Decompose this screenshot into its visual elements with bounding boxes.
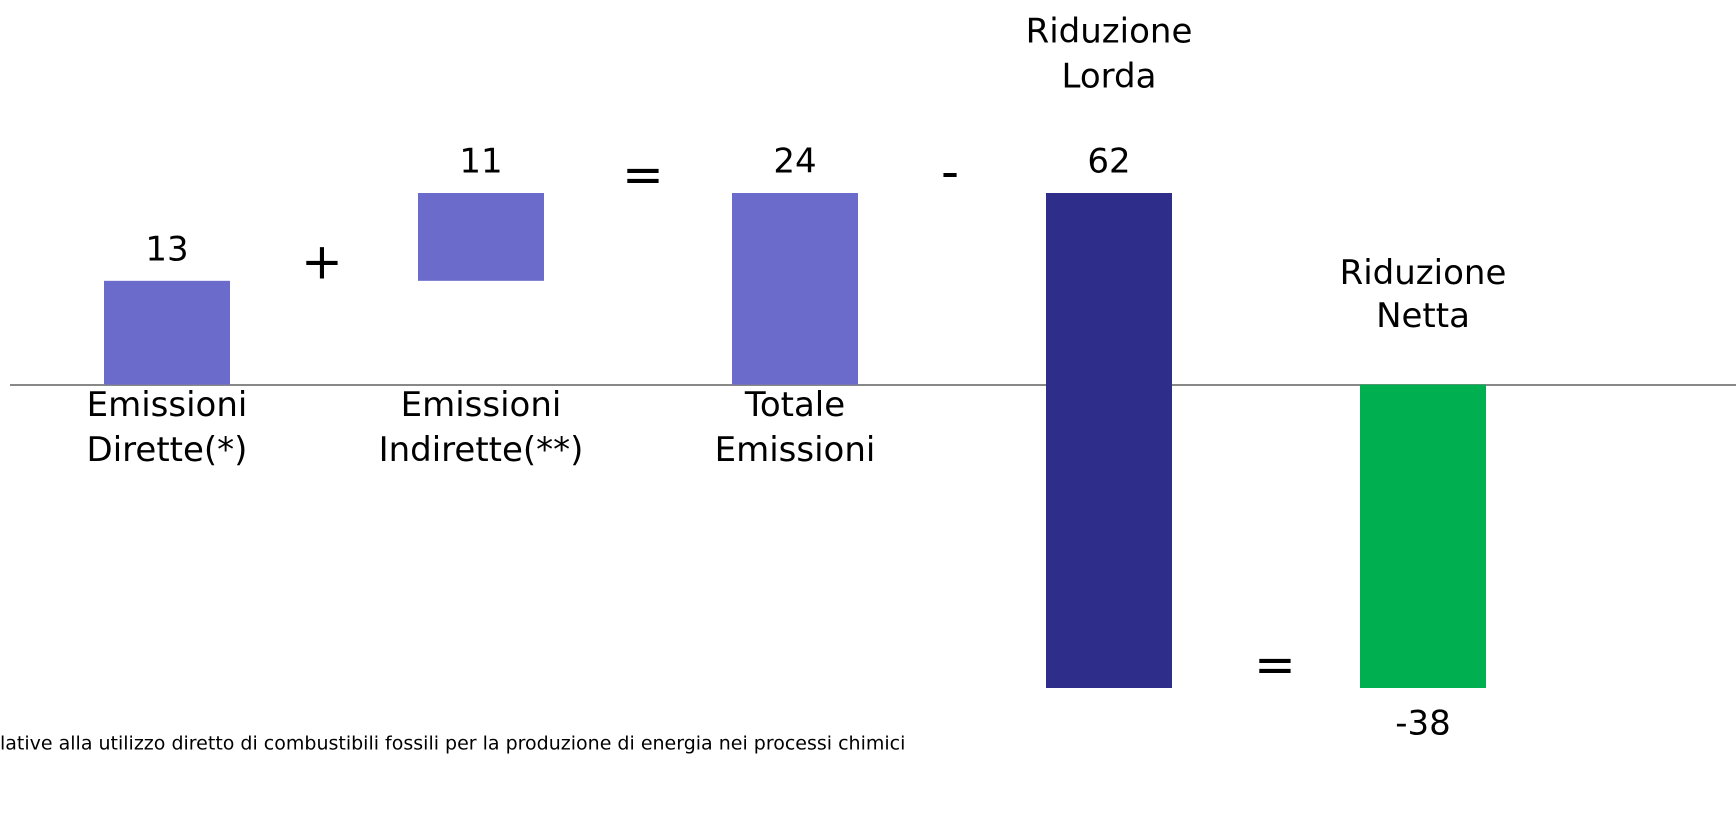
- category-label: Riduzione: [1026, 12, 1193, 52]
- bar: [418, 193, 544, 281]
- value-label: 24: [773, 142, 816, 182]
- bar: [732, 193, 858, 385]
- footnote: lative alla utilizzo diretto di combusti…: [0, 733, 905, 755]
- category-label: Emissioni: [715, 430, 876, 470]
- category-label: Netta: [1376, 296, 1470, 336]
- value-label: 62: [1087, 142, 1130, 182]
- category-label: Totale: [744, 385, 845, 425]
- operator: +: [301, 233, 343, 291]
- bar: [1046, 193, 1172, 688]
- operator: =: [1254, 636, 1296, 694]
- value-label: 11: [459, 142, 502, 182]
- category-label: Riduzione: [1340, 253, 1507, 293]
- operator: -: [941, 143, 959, 201]
- value-label: -38: [1395, 704, 1451, 744]
- category-label: Emissioni: [87, 385, 248, 425]
- category-label: Emissioni: [401, 385, 562, 425]
- bar: [104, 280, 230, 385]
- bar: [1360, 384, 1486, 688]
- category-label: Lorda: [1062, 57, 1157, 97]
- category-label: Dirette(*): [87, 430, 248, 470]
- category-label: Indirette(**): [379, 430, 584, 470]
- value-label: 13: [145, 229, 188, 269]
- operator: =: [622, 146, 664, 204]
